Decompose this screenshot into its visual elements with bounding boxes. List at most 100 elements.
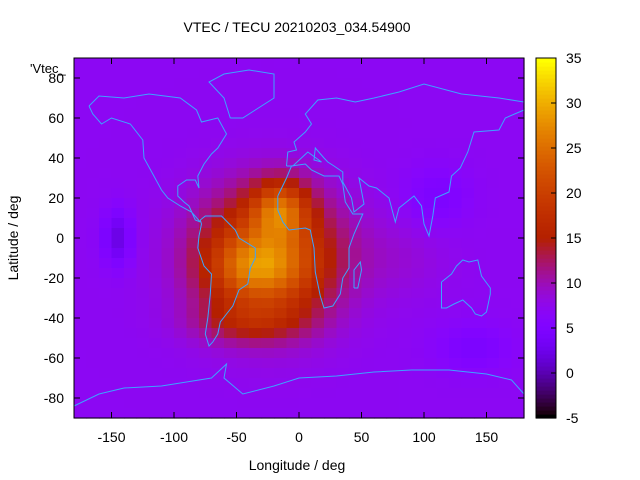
heatmap-cell	[174, 68, 188, 79]
heatmap-cell	[474, 288, 488, 299]
heatmap-cell	[161, 368, 175, 379]
heatmap-cell	[499, 158, 513, 169]
heatmap-cell	[136, 378, 150, 389]
heatmap-cell	[399, 338, 413, 349]
heatmap-cell	[474, 158, 488, 169]
heatmap-cell	[86, 128, 100, 139]
heatmap-cell	[324, 388, 338, 399]
heatmap-cell	[424, 168, 438, 179]
heatmap-cell	[299, 118, 313, 129]
heatmap-cell	[511, 308, 525, 319]
heatmap-cell	[236, 138, 250, 149]
heatmap-cell	[299, 248, 313, 259]
heatmap-cell	[386, 368, 400, 379]
heatmap-cell	[236, 218, 250, 229]
heatmap-cell	[499, 168, 513, 179]
heatmap-cell	[299, 308, 313, 319]
heatmap-cell	[374, 88, 388, 99]
colorbar-segment	[536, 198, 556, 203]
heatmap-cell	[511, 298, 525, 309]
heatmap-cell	[324, 208, 338, 219]
heatmap-cell	[499, 78, 513, 89]
heatmap-cell	[249, 408, 263, 419]
heatmap-cell	[436, 388, 450, 399]
heatmap-cell	[236, 318, 250, 329]
heatmap-cell	[224, 408, 238, 419]
y-tick-label: 20	[48, 190, 64, 206]
heatmap-cell	[299, 128, 313, 139]
heatmap-cell	[236, 78, 250, 89]
heatmap-cell	[486, 408, 500, 419]
heatmap-cell	[124, 128, 138, 139]
heatmap-cell	[261, 248, 275, 259]
heatmap-cell	[411, 228, 425, 239]
heatmap-cell	[511, 198, 525, 209]
heatmap-cell	[461, 258, 475, 269]
heatmap-cell	[124, 198, 138, 209]
heatmap-cell	[486, 358, 500, 369]
heatmap-cell	[161, 198, 175, 209]
heatmap-cell	[499, 268, 513, 279]
heatmap-cell	[236, 128, 250, 139]
x-tick-label: -150	[97, 429, 125, 445]
heatmap-cell	[499, 318, 513, 329]
heatmap-cell	[349, 118, 363, 129]
heatmap-cell	[86, 298, 100, 309]
heatmap-cell	[374, 98, 388, 109]
heatmap-cell	[374, 58, 388, 69]
heatmap-cell	[461, 288, 475, 299]
heatmap-cell	[299, 78, 313, 89]
heatmap-cell	[136, 348, 150, 359]
heatmap-cell	[74, 288, 88, 299]
heatmap-cell	[349, 128, 363, 139]
heatmap-cell	[411, 218, 425, 229]
heatmap-cell	[386, 268, 400, 279]
heatmap-cell	[174, 238, 188, 249]
heatmap-cell	[299, 348, 313, 359]
heatmap-cell	[111, 398, 125, 409]
heatmap-cell	[174, 358, 188, 369]
heatmap-cell	[211, 368, 225, 379]
heatmap-cell	[399, 358, 413, 369]
heatmap-cell	[136, 368, 150, 379]
colorbar-segment	[536, 178, 556, 183]
heatmap-cell	[399, 348, 413, 359]
heatmap-cell	[374, 328, 388, 339]
heatmap-cell	[461, 178, 475, 189]
coastline-south-america	[197, 215, 256, 347]
heatmap-cell	[249, 348, 263, 359]
heatmap-cell	[361, 298, 375, 309]
heatmap-cell	[236, 118, 250, 129]
heatmap-cell	[261, 258, 275, 269]
y-axis-label: Latitude / deg	[5, 196, 21, 281]
heatmap-cell	[461, 138, 475, 149]
heatmap-cell	[511, 58, 525, 69]
heatmap-cell	[199, 368, 213, 379]
heatmap-cell	[424, 298, 438, 309]
heatmap-cell	[511, 388, 525, 399]
heatmap-cell	[474, 278, 488, 289]
heatmap-cell	[386, 228, 400, 239]
colorbar-segment	[536, 330, 556, 335]
heatmap-cell	[461, 198, 475, 209]
heatmap-cell	[249, 218, 263, 229]
heatmap-cell	[111, 188, 125, 199]
heatmap-cell	[374, 368, 388, 379]
colorbar-segment	[536, 122, 556, 127]
heatmap-cell	[211, 308, 225, 319]
heatmap-cell	[249, 398, 263, 409]
heatmap-cell	[349, 158, 363, 169]
heatmap-cell	[236, 298, 250, 309]
colorbar-segment	[536, 402, 556, 407]
heatmap-cell	[224, 368, 238, 379]
heatmap-cell	[136, 248, 150, 259]
heatmap-cell	[374, 248, 388, 259]
heatmap-cell	[274, 68, 288, 79]
heatmap-cell	[336, 158, 350, 169]
heatmap-cell	[199, 388, 213, 399]
heatmap-cell	[261, 228, 275, 239]
heatmap-cell	[161, 298, 175, 309]
heatmap-cell	[186, 58, 200, 69]
heatmap-cell	[74, 368, 88, 379]
heatmap-cell	[224, 308, 238, 319]
